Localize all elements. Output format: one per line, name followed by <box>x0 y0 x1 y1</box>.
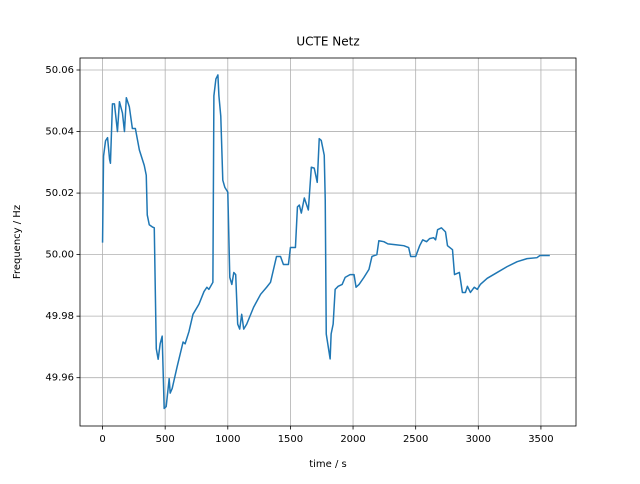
chart-title: UCTE Netz <box>296 35 359 49</box>
x-tick-label: 3500 <box>528 434 553 445</box>
y-tick-label: 50.06 <box>45 65 74 76</box>
x-tick-label: 2500 <box>403 434 428 445</box>
y-tick-label: 50.04 <box>45 127 74 138</box>
plot-frame <box>79 57 577 427</box>
y-tick-label: 49.96 <box>45 373 74 384</box>
x-tick-label: 1000 <box>215 434 240 445</box>
y-tick-label: 50.02 <box>45 188 74 199</box>
y-tick-label: 49.98 <box>45 311 74 322</box>
y-tick-label: 50.00 <box>45 250 74 261</box>
x-tick-label: 2000 <box>340 434 365 445</box>
x-axis-label: time / s <box>309 459 347 470</box>
x-tick-label: 500 <box>156 434 175 445</box>
x-tick-label: 1500 <box>278 434 303 445</box>
data-line <box>101 74 550 410</box>
x-tick-label: 0 <box>99 434 105 445</box>
x-tick-label: 3000 <box>466 434 491 445</box>
y-axis-label: Frequency / Hz <box>12 205 23 279</box>
